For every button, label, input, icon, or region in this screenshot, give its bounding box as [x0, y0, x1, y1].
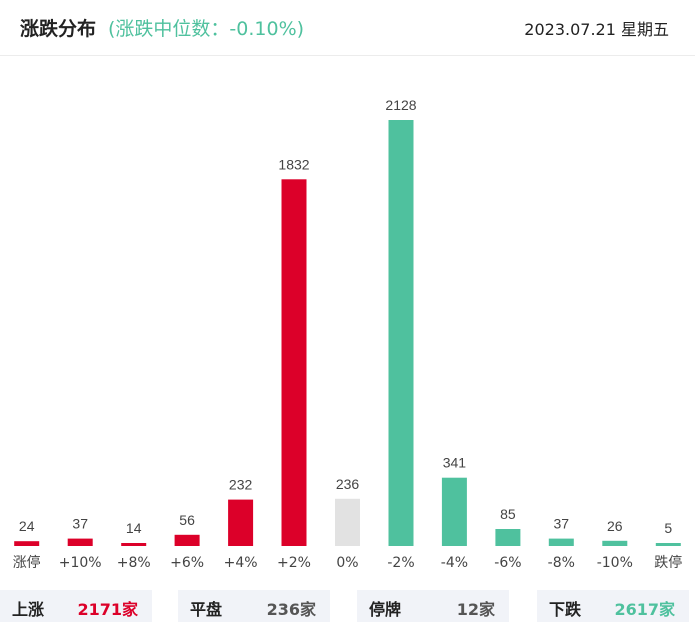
category-label-11: -10% — [597, 555, 633, 571]
value-label-4: 232 — [229, 477, 253, 493]
value-label-1: 37 — [72, 516, 88, 532]
bar-10 — [548, 538, 574, 546]
category-label-6: 0% — [336, 555, 358, 571]
category-label-3: +6% — [170, 555, 204, 571]
category-label-9: -6% — [494, 555, 521, 571]
value-label-5: 1832 — [278, 156, 309, 172]
category-label-10: -8% — [548, 555, 575, 571]
category-label-5: +2% — [277, 555, 311, 571]
category-label-7: -2% — [387, 555, 414, 571]
value-label-10: 37 — [554, 516, 570, 532]
value-label-6: 236 — [336, 476, 360, 492]
bar-9 — [495, 529, 521, 546]
bar-6 — [335, 498, 360, 546]
chart-header: 涨跌分布 (涨跌中位数：-0.10%) 2023.07.21 星期五 — [0, 0, 695, 56]
category-label-2: +8% — [117, 555, 151, 571]
summary-bar: 上涨 2171家 平盘 236家 停牌 12家 下跌 2617家 — [0, 590, 695, 622]
bar-8 — [441, 477, 467, 546]
summary-up-value: 2171家 — [77, 600, 138, 619]
value-label-7: 2128 — [385, 97, 416, 113]
summary-suspended-label: 停牌 — [369, 600, 402, 619]
summary-flat-label: 平盘 — [190, 600, 223, 619]
category-label-8: -4% — [441, 555, 468, 571]
category-label-4: +4% — [224, 555, 258, 571]
value-label-3: 56 — [179, 512, 195, 528]
value-label-11: 26 — [607, 518, 623, 534]
summary-up-label: 上涨 — [12, 600, 45, 619]
summary-suspended: 停牌 12家 — [357, 590, 509, 622]
summary-up: 上涨 2171家 — [0, 590, 152, 622]
summary-flat-value: 236家 — [266, 600, 316, 619]
category-label-1: +10% — [59, 555, 102, 571]
category-label-12: 跌停 — [654, 554, 682, 571]
bar-2 — [121, 543, 147, 546]
bar-1 — [67, 538, 93, 546]
median-change-text: (涨跌中位数：-0.10%) — [108, 18, 305, 40]
summary-down-value: 2617家 — [614, 600, 675, 619]
bar-4 — [228, 499, 254, 546]
bar-11 — [602, 540, 628, 546]
summary-suspended-value: 12家 — [456, 600, 495, 619]
value-label-12: 5 — [664, 520, 672, 536]
distribution-bar-chart: 24 涨停 37 +10% 14 +8% 56 +6% 232 +4% 1832 +2% 236 0% 21… — [13, 97, 683, 571]
bar-7 — [388, 120, 414, 546]
category-label-0: 涨停 — [13, 554, 41, 571]
bar-3 — [174, 534, 200, 546]
value-label-0: 24 — [19, 518, 35, 534]
bar-12 — [655, 543, 681, 546]
bar-0 — [14, 541, 40, 546]
value-label-2: 14 — [126, 520, 142, 536]
bar-5 — [281, 179, 307, 547]
value-label-8: 341 — [443, 455, 467, 471]
summary-flat: 平盘 236家 — [178, 590, 330, 622]
page-title: 涨跌分布 — [20, 18, 97, 40]
summary-down-label: 下跌 — [549, 600, 582, 619]
trade-date: 2023.07.21 星期五 — [524, 20, 669, 39]
value-label-9: 85 — [500, 506, 516, 522]
summary-down: 下跌 2617家 — [537, 590, 689, 622]
